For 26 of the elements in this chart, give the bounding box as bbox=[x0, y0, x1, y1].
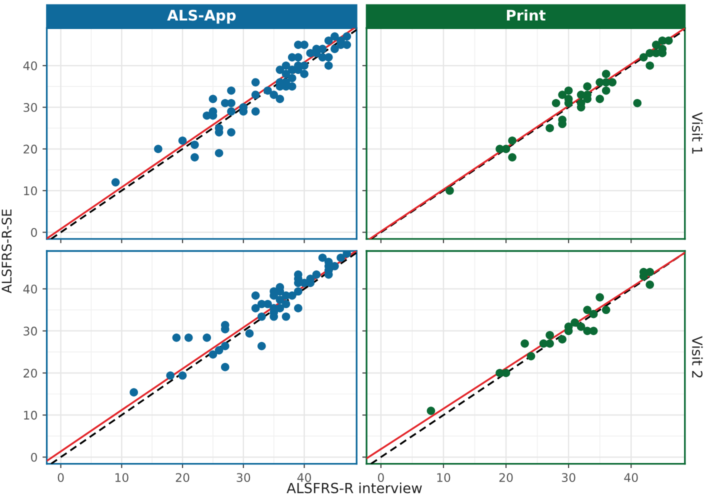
y-tick-label: 30 bbox=[24, 326, 37, 336]
x-tick-label: 0 bbox=[378, 473, 384, 482]
y-tick-label: 20 bbox=[24, 368, 37, 378]
y-tick-label: 0 bbox=[31, 228, 37, 237]
x-tick-label: 0 bbox=[58, 473, 64, 482]
y-tick-label: 0 bbox=[31, 452, 37, 462]
x-tick-label: 30 bbox=[562, 473, 576, 482]
x-tick-label: 40 bbox=[297, 473, 312, 482]
x-tick-label: 30 bbox=[236, 473, 250, 482]
y-tick-label: 10 bbox=[24, 186, 37, 196]
y-tick-label: 40 bbox=[23, 284, 37, 294]
chart-title: Print bbox=[506, 9, 546, 21]
x-tick-label: 10 bbox=[437, 473, 450, 482]
x-tick-label: 20 bbox=[499, 473, 513, 482]
y-tick-label: 10 bbox=[24, 410, 37, 420]
y-tick-label: 40 bbox=[23, 61, 37, 70]
y-tick-label: 20 bbox=[24, 144, 37, 154]
y2-axis-title: Visit 1 bbox=[692, 112, 703, 154]
x-tick-label: 40 bbox=[624, 473, 638, 482]
x-tick-label: 20 bbox=[176, 473, 190, 482]
y-tick-label: 30 bbox=[24, 103, 37, 112]
y2-axis-title: Visit 2 bbox=[692, 336, 703, 378]
x-axis-title: ALSFRS-R interview bbox=[286, 482, 422, 494]
y-axis-title: ALSFRS-R-SE bbox=[2, 209, 12, 294]
x-tick-label: 10 bbox=[115, 473, 128, 482]
chart-title: ALS-App bbox=[167, 10, 236, 24]
